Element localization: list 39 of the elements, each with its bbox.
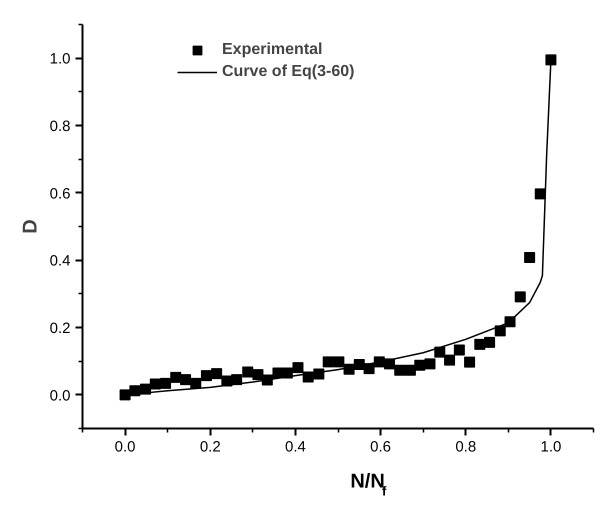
point (524, 252, 536, 263)
legend-label: Curve of Eq(3-60) (222, 62, 354, 82)
x-tick-label: 1.0 (540, 438, 562, 456)
point (454, 344, 465, 356)
point (394, 364, 406, 376)
x-tick-label: 0.2 (200, 438, 221, 456)
point (292, 362, 304, 374)
point (170, 372, 182, 383)
y-tick-label: 0.0 (50, 387, 71, 404)
point (514, 291, 526, 302)
point (404, 364, 416, 376)
point (252, 369, 264, 380)
point (211, 368, 222, 380)
point (160, 378, 172, 389)
y-tick-label: 0.6 (50, 185, 71, 202)
x-tick-label: 0.6 (370, 438, 392, 456)
point (333, 356, 344, 368)
legend-label: Experimental (222, 40, 322, 60)
point (424, 358, 436, 370)
y-axis-title: D (20, 219, 42, 234)
point (494, 325, 506, 336)
point (180, 374, 192, 386)
y-tick-label: 0.8 (50, 118, 71, 135)
point (474, 338, 486, 350)
point (484, 336, 496, 348)
point (242, 366, 254, 378)
x-tick-label: 0.0 (114, 438, 136, 456)
y-tick-label: 0.4 (50, 252, 71, 270)
point (414, 360, 426, 371)
y-tick-label: 0.2 (50, 320, 71, 337)
point (545, 54, 556, 66)
point (444, 354, 456, 366)
x-tick-label: 0.8 (455, 438, 476, 456)
y-tick-label: 1.0 (50, 50, 71, 68)
point (200, 370, 212, 382)
point (464, 356, 476, 368)
point (150, 378, 161, 390)
x-tick-label: 0.4 (284, 438, 306, 456)
point (322, 356, 334, 368)
